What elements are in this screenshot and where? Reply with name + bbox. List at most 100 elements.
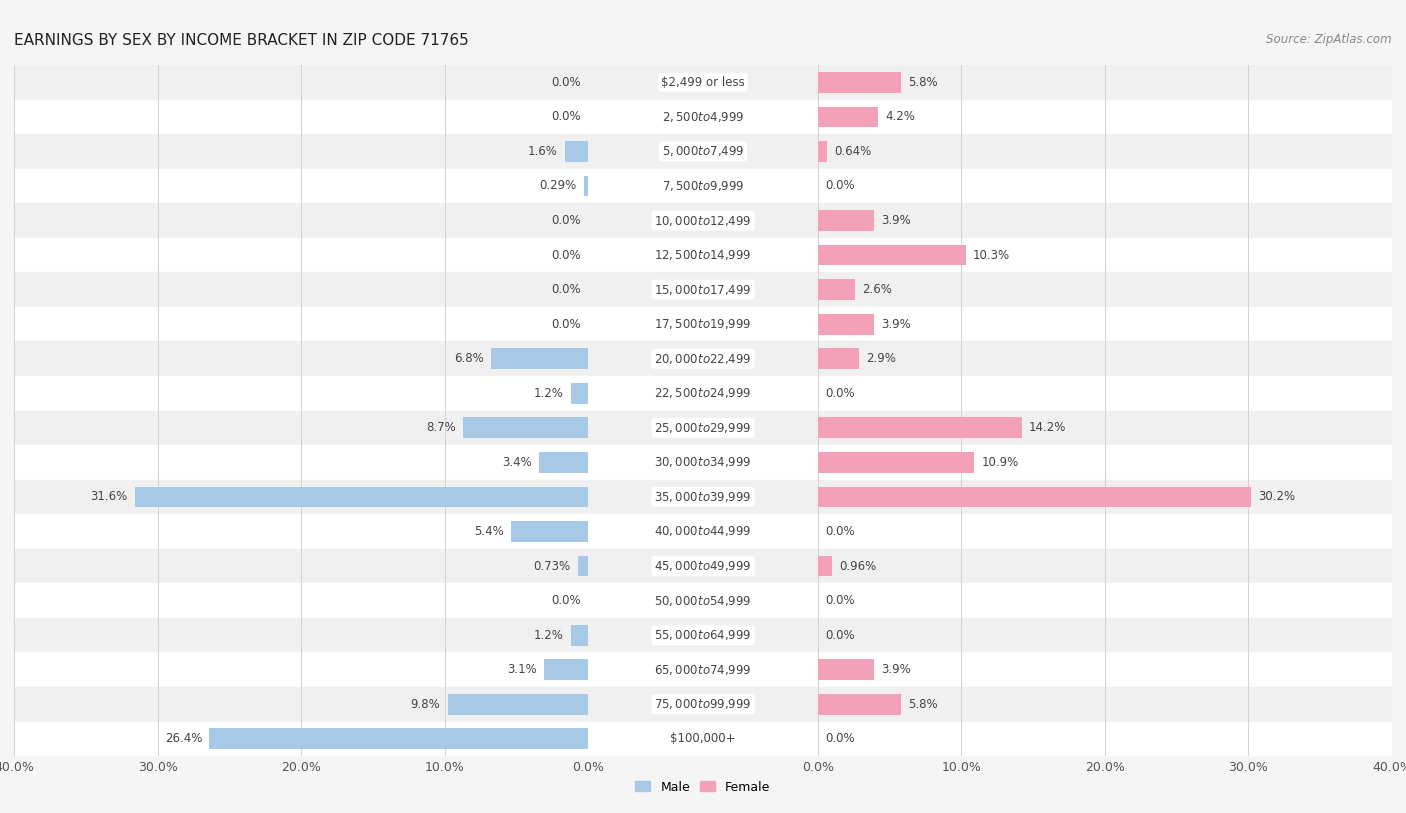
Bar [14,272,588,307]
Text: $55,000 to $64,999: $55,000 to $64,999 [654,628,752,642]
Bar [588,341,818,376]
Text: 31.6%: 31.6% [90,490,128,503]
Text: $15,000 to $17,499: $15,000 to $17,499 [654,283,752,297]
Bar [14,65,588,99]
Bar [578,556,588,576]
Text: 10.3%: 10.3% [973,249,1010,262]
Bar [818,307,1392,341]
Text: 3.9%: 3.9% [882,663,911,676]
Bar [588,652,818,687]
Bar [818,211,873,231]
Text: 0.0%: 0.0% [825,594,855,607]
Bar [14,618,588,652]
Bar [135,486,588,507]
Bar [818,237,1392,272]
Bar [588,65,818,99]
Text: $17,500 to $19,999: $17,500 to $19,999 [654,317,752,331]
Text: 4.2%: 4.2% [886,111,915,124]
Bar [588,687,818,722]
Text: $5,000 to $7,499: $5,000 to $7,499 [662,145,744,159]
Text: 0.0%: 0.0% [825,733,855,746]
Text: $100,000+: $100,000+ [671,733,735,746]
Bar [588,411,818,446]
Bar [818,722,1392,756]
Text: 0.64%: 0.64% [834,145,872,158]
Bar [818,618,1392,652]
Legend: Male, Female: Male, Female [630,776,776,798]
Bar [588,515,818,549]
Bar [588,203,818,237]
Bar [14,652,588,687]
Bar [588,446,818,480]
Bar [818,272,1392,307]
Text: $7,500 to $9,999: $7,500 to $9,999 [662,179,744,193]
Text: 8.7%: 8.7% [426,421,456,434]
Text: 1.6%: 1.6% [529,145,558,158]
Text: 0.73%: 0.73% [533,559,571,572]
Bar [818,169,1392,203]
Bar [588,549,818,584]
Bar [14,169,588,203]
Bar [818,411,1392,446]
Text: $35,000 to $39,999: $35,000 to $39,999 [654,490,752,504]
Text: 0.0%: 0.0% [551,318,581,331]
Text: 1.2%: 1.2% [534,628,564,641]
Bar [818,652,1392,687]
Bar [510,521,588,541]
Text: 5.8%: 5.8% [908,76,938,89]
Bar [588,376,818,411]
Text: $75,000 to $99,999: $75,000 to $99,999 [654,698,752,711]
Bar [818,65,1392,99]
Text: 0.0%: 0.0% [825,387,855,400]
Bar [588,237,818,272]
Text: $65,000 to $74,999: $65,000 to $74,999 [654,663,752,676]
Text: 6.8%: 6.8% [454,352,484,365]
Text: 0.29%: 0.29% [540,180,576,193]
Bar [818,584,1392,618]
Text: EARNINGS BY SEX BY INCOME BRACKET IN ZIP CODE 71765: EARNINGS BY SEX BY INCOME BRACKET IN ZIP… [14,33,468,47]
Text: 3.1%: 3.1% [506,663,537,676]
Bar [14,307,588,341]
Text: 9.8%: 9.8% [411,698,440,711]
Bar [14,446,588,480]
Bar [818,452,974,473]
Bar [818,480,1392,515]
Text: 0.0%: 0.0% [551,594,581,607]
Text: 0.0%: 0.0% [551,249,581,262]
Bar [588,584,818,618]
Bar [818,687,1392,722]
Bar [818,134,1392,169]
Text: 30.2%: 30.2% [1258,490,1295,503]
Bar [209,728,588,750]
Text: 3.9%: 3.9% [882,318,911,331]
Bar [14,203,588,237]
Text: $50,000 to $54,999: $50,000 to $54,999 [654,593,752,607]
Bar [818,515,1392,549]
Bar [818,549,1392,584]
Text: $45,000 to $49,999: $45,000 to $49,999 [654,559,752,573]
Bar [544,659,588,680]
Bar [818,376,1392,411]
Bar [14,549,588,584]
Bar [818,349,859,369]
Bar [14,722,588,756]
Bar [818,245,966,265]
Bar [571,383,588,404]
Bar [588,134,818,169]
Bar [571,624,588,646]
Text: 0.0%: 0.0% [825,628,855,641]
Bar [588,99,818,134]
Text: 26.4%: 26.4% [165,733,202,746]
Bar [818,141,827,162]
Bar [14,411,588,446]
Bar [14,584,588,618]
Bar [464,418,588,438]
Bar [14,687,588,722]
Bar [818,556,831,576]
Bar [818,694,901,715]
Bar [818,486,1251,507]
Text: 1.2%: 1.2% [534,387,564,400]
Bar [818,314,873,335]
Bar [818,659,873,680]
Bar [14,341,588,376]
